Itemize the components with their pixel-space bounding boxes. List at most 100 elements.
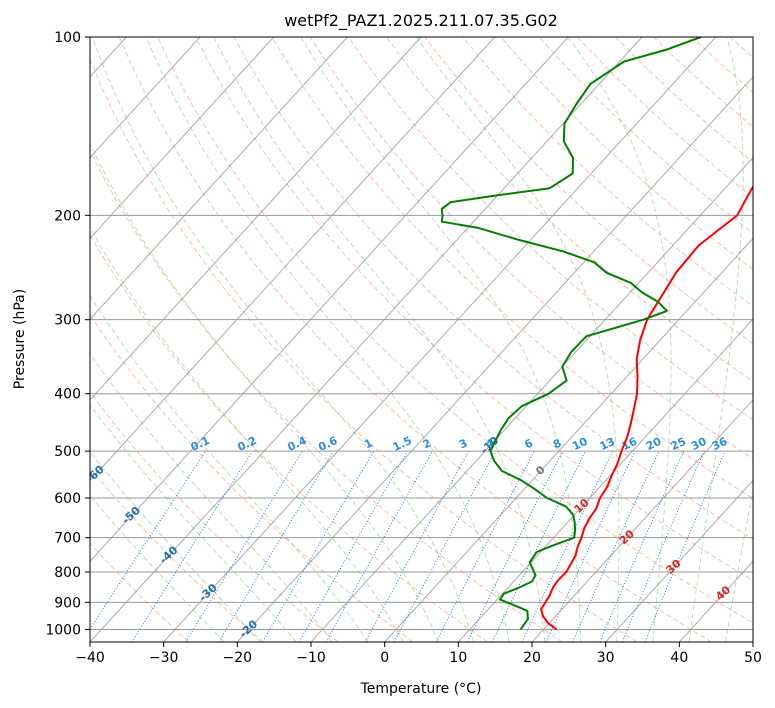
mixing-ratio-label: 25 xyxy=(669,435,688,453)
isotherm xyxy=(90,37,201,159)
mixing-ratio-label: 2 xyxy=(421,436,433,451)
pressure-gridlines xyxy=(90,37,753,630)
dry-adiabat xyxy=(538,37,753,234)
mixing-ratio-label: 30 xyxy=(689,435,709,453)
dry-adiabat xyxy=(90,542,190,642)
y-tick-label: 800 xyxy=(54,565,81,581)
isotherm xyxy=(457,318,753,642)
moist-adiabat xyxy=(90,142,439,642)
moist-adiabat xyxy=(567,37,672,642)
dry-adiabats xyxy=(90,37,775,642)
dry-adiabat xyxy=(768,37,775,642)
x-tick-label: −30 xyxy=(149,650,179,666)
profile-series xyxy=(440,37,753,631)
dry-adiabat xyxy=(691,37,753,93)
moist-adiabat xyxy=(90,294,369,642)
moist-adiabat xyxy=(725,488,753,642)
y-tick-label: 500 xyxy=(54,444,81,460)
moist-adiabat xyxy=(145,37,510,642)
x-tick-label: 10 xyxy=(449,650,467,666)
x-tick-label: 50 xyxy=(744,650,762,666)
mixing-ratio-line xyxy=(491,450,586,642)
isotherm xyxy=(236,76,753,642)
mixing-ratio-line xyxy=(599,450,685,642)
mixing-ratio-lines xyxy=(90,450,726,642)
mixing-ratio-line xyxy=(435,450,535,642)
mixing-ratio-line xyxy=(325,450,433,642)
moist-adiabat xyxy=(90,494,225,642)
dry-adiabat xyxy=(424,37,753,344)
dry-adiabat xyxy=(90,58,638,642)
mixing-ratio-label: 16 xyxy=(620,435,640,453)
dry-adiabat xyxy=(653,37,753,128)
isotherm-label: -70 xyxy=(49,419,73,442)
plot-area: -100-90-80-70-60-50-40-30-20-10010203040… xyxy=(0,37,775,642)
x-tick-label: −20 xyxy=(223,650,253,666)
mixing-ratio-line xyxy=(644,450,726,642)
isotherm xyxy=(90,37,569,563)
y-tick-label: 900 xyxy=(54,595,81,611)
mixing-ratio-label: 36 xyxy=(710,435,730,453)
mixing-ratio-line xyxy=(393,450,496,642)
y-tick-label: 600 xyxy=(54,491,81,507)
mixing-ratio-label: 10 xyxy=(570,435,590,453)
auxiliary-labels: -100-90-80-70-60-50-40-30-20-10010203040… xyxy=(0,326,733,641)
moist-adiabats xyxy=(90,37,753,642)
dry-adiabat xyxy=(90,467,264,642)
isotherm xyxy=(90,37,348,320)
isotherm xyxy=(605,479,753,642)
dewpoint-profile-line xyxy=(440,37,702,630)
dry-adiabat xyxy=(118,37,712,642)
mixing-ratio-line xyxy=(218,450,334,642)
x-tick-label: 40 xyxy=(670,650,688,666)
dry-adiabat xyxy=(195,37,753,582)
moist-adiabat xyxy=(90,450,261,642)
isotherm xyxy=(310,156,753,642)
y-tick-label: 100 xyxy=(54,30,81,46)
dry-adiabat xyxy=(729,37,753,59)
mixing-ratio-line xyxy=(131,450,254,642)
dry-adiabat xyxy=(90,313,414,642)
y-axis-label: Pressure (hPa) xyxy=(12,289,28,389)
mixing-ratio-label: 1 xyxy=(362,436,374,451)
mixing-ratio-label: 20 xyxy=(644,435,664,453)
x-axis: −40 −30 −20 −10 0 10 20 30 40 50 xyxy=(75,642,762,666)
mixing-ratio-line xyxy=(621,450,705,642)
mixing-ratio-label: 6 xyxy=(522,436,535,451)
plot-frame xyxy=(89,36,754,643)
moist-adiabat xyxy=(90,404,297,642)
mixing-ratio-label: 3 xyxy=(457,436,469,451)
chart-title: wetPf2_PAZ1.2025.211.07.35.G02 xyxy=(284,11,558,31)
x-tick-label: −40 xyxy=(75,650,105,666)
y-tick-label: 1000 xyxy=(45,622,81,638)
y-tick-label: 400 xyxy=(54,387,81,403)
x-tick-label: 30 xyxy=(597,650,615,666)
skewed-isotherms xyxy=(90,37,753,642)
isotherm xyxy=(90,37,422,401)
mixing-ratio-line xyxy=(545,450,636,642)
mixing-ratio-line xyxy=(185,450,304,642)
dry-adiabat xyxy=(309,37,753,460)
mixing-ratio-line xyxy=(262,450,375,642)
dry-adiabat xyxy=(271,37,753,500)
mixing-ratio-label: 13 xyxy=(598,435,617,453)
dry-adiabat xyxy=(386,37,753,382)
isotherm xyxy=(384,237,753,642)
mixing-ratio-line xyxy=(364,450,470,642)
mixing-ratio-line xyxy=(572,450,660,642)
x-tick-label: 20 xyxy=(523,650,541,666)
isotherm xyxy=(531,399,753,642)
moist-adiabat xyxy=(213,37,546,642)
mixing-ratio-line xyxy=(90,450,207,631)
moist-adiabat xyxy=(90,226,404,642)
dry-adiabat xyxy=(157,37,753,624)
isotherm xyxy=(90,37,643,642)
y-tick-label: 300 xyxy=(54,313,81,329)
isotherm-label: -90 xyxy=(0,326,11,349)
isotherm xyxy=(90,37,496,482)
moist-adiabat xyxy=(91,37,475,642)
temperature-profile-line xyxy=(540,184,753,631)
x-tick-label: −10 xyxy=(296,650,326,666)
mixing-ratio-label: 8 xyxy=(551,436,563,451)
